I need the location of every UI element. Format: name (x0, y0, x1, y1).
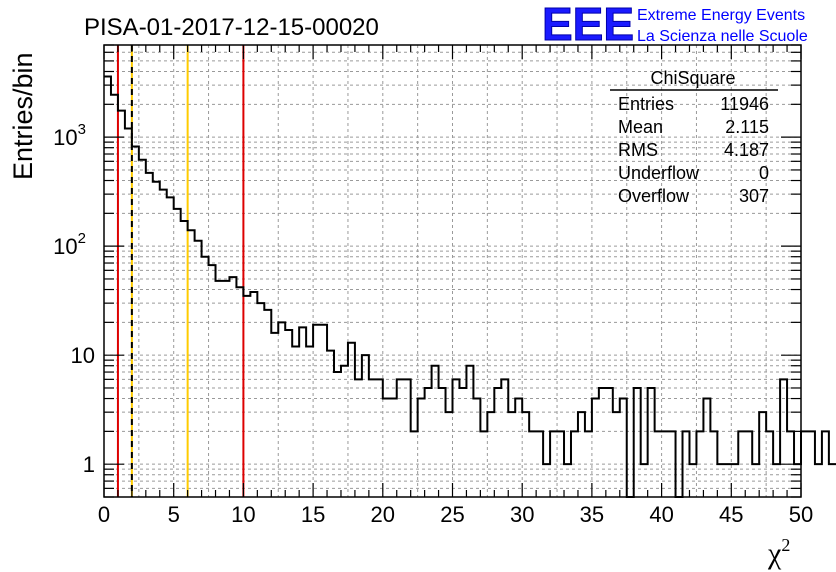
stats-row-label: Entries (618, 94, 674, 114)
x-tick-label: 5 (168, 502, 180, 527)
stats-title: ChiSquare (650, 68, 735, 88)
y-axis-label: Entries/bin (8, 52, 38, 180)
stats-row-value: 4.187 (724, 140, 769, 160)
x-axis-label-symbol: χ (767, 537, 782, 570)
stats-row-value: 307 (739, 186, 769, 206)
stats-row-label: RMS (618, 140, 658, 160)
stats-row-value: 2.115 (725, 117, 769, 137)
histogram-outline (104, 75, 836, 498)
x-tick-label: 35 (580, 502, 604, 527)
x-tick-label: 50 (789, 502, 813, 527)
stats-box: ChiSquare Entries 11946 Mean 2.115 RMS 4.187 U… (610, 68, 778, 206)
reference-lines (116, 45, 245, 497)
stats-row-label: Underflow (618, 163, 700, 183)
stats-rows: Entries 11946 Mean 2.115 RMS 4.187 Underflow 0 O… (618, 94, 769, 206)
x-tick-labels: 0 5 10 15 20 25 30 35 40 45 50 (98, 502, 813, 527)
x-tick-label: 10 (231, 502, 255, 527)
eee-logo-mark: EEE (542, 0, 634, 50)
x-tick-label: 40 (649, 502, 673, 527)
x-axis-label: χ2 (767, 535, 790, 570)
stats-row-value: 11946 (720, 94, 769, 114)
y-tick-label-exponent: 2 (78, 230, 86, 247)
y-tick-label-base: 10 (53, 125, 77, 150)
x-tick-label: 45 (719, 502, 743, 527)
chart-title: PISA-01-2017-12-15-00020 (84, 14, 379, 41)
y-tick-label-base: 10 (53, 234, 77, 259)
y-tick-label: 1 (83, 452, 95, 477)
y-tick-label: 10 (71, 343, 95, 368)
eee-logo-line1: Extreme Energy Events (637, 7, 805, 24)
axis-ticks (103, 44, 802, 498)
y-tick-label-exponent: 3 (78, 121, 86, 138)
x-tick-label: 0 (98, 502, 110, 527)
stats-row-label: Mean (618, 117, 663, 137)
x-axis-label-superscript: 2 (781, 535, 790, 555)
grid-lines (104, 45, 801, 497)
y-tick-label: 103 (53, 121, 86, 150)
x-tick-label: 25 (440, 502, 464, 527)
stats-row-label: Overflow (618, 186, 690, 206)
stats-row-value: 0 (759, 163, 769, 183)
x-tick-label: 15 (301, 502, 325, 527)
y-tick-label: 102 (53, 230, 86, 259)
x-tick-label: 20 (371, 502, 395, 527)
x-tick-label: 30 (510, 502, 534, 527)
eee-logo-line2: La Scienza nelle Scuole (637, 28, 808, 45)
